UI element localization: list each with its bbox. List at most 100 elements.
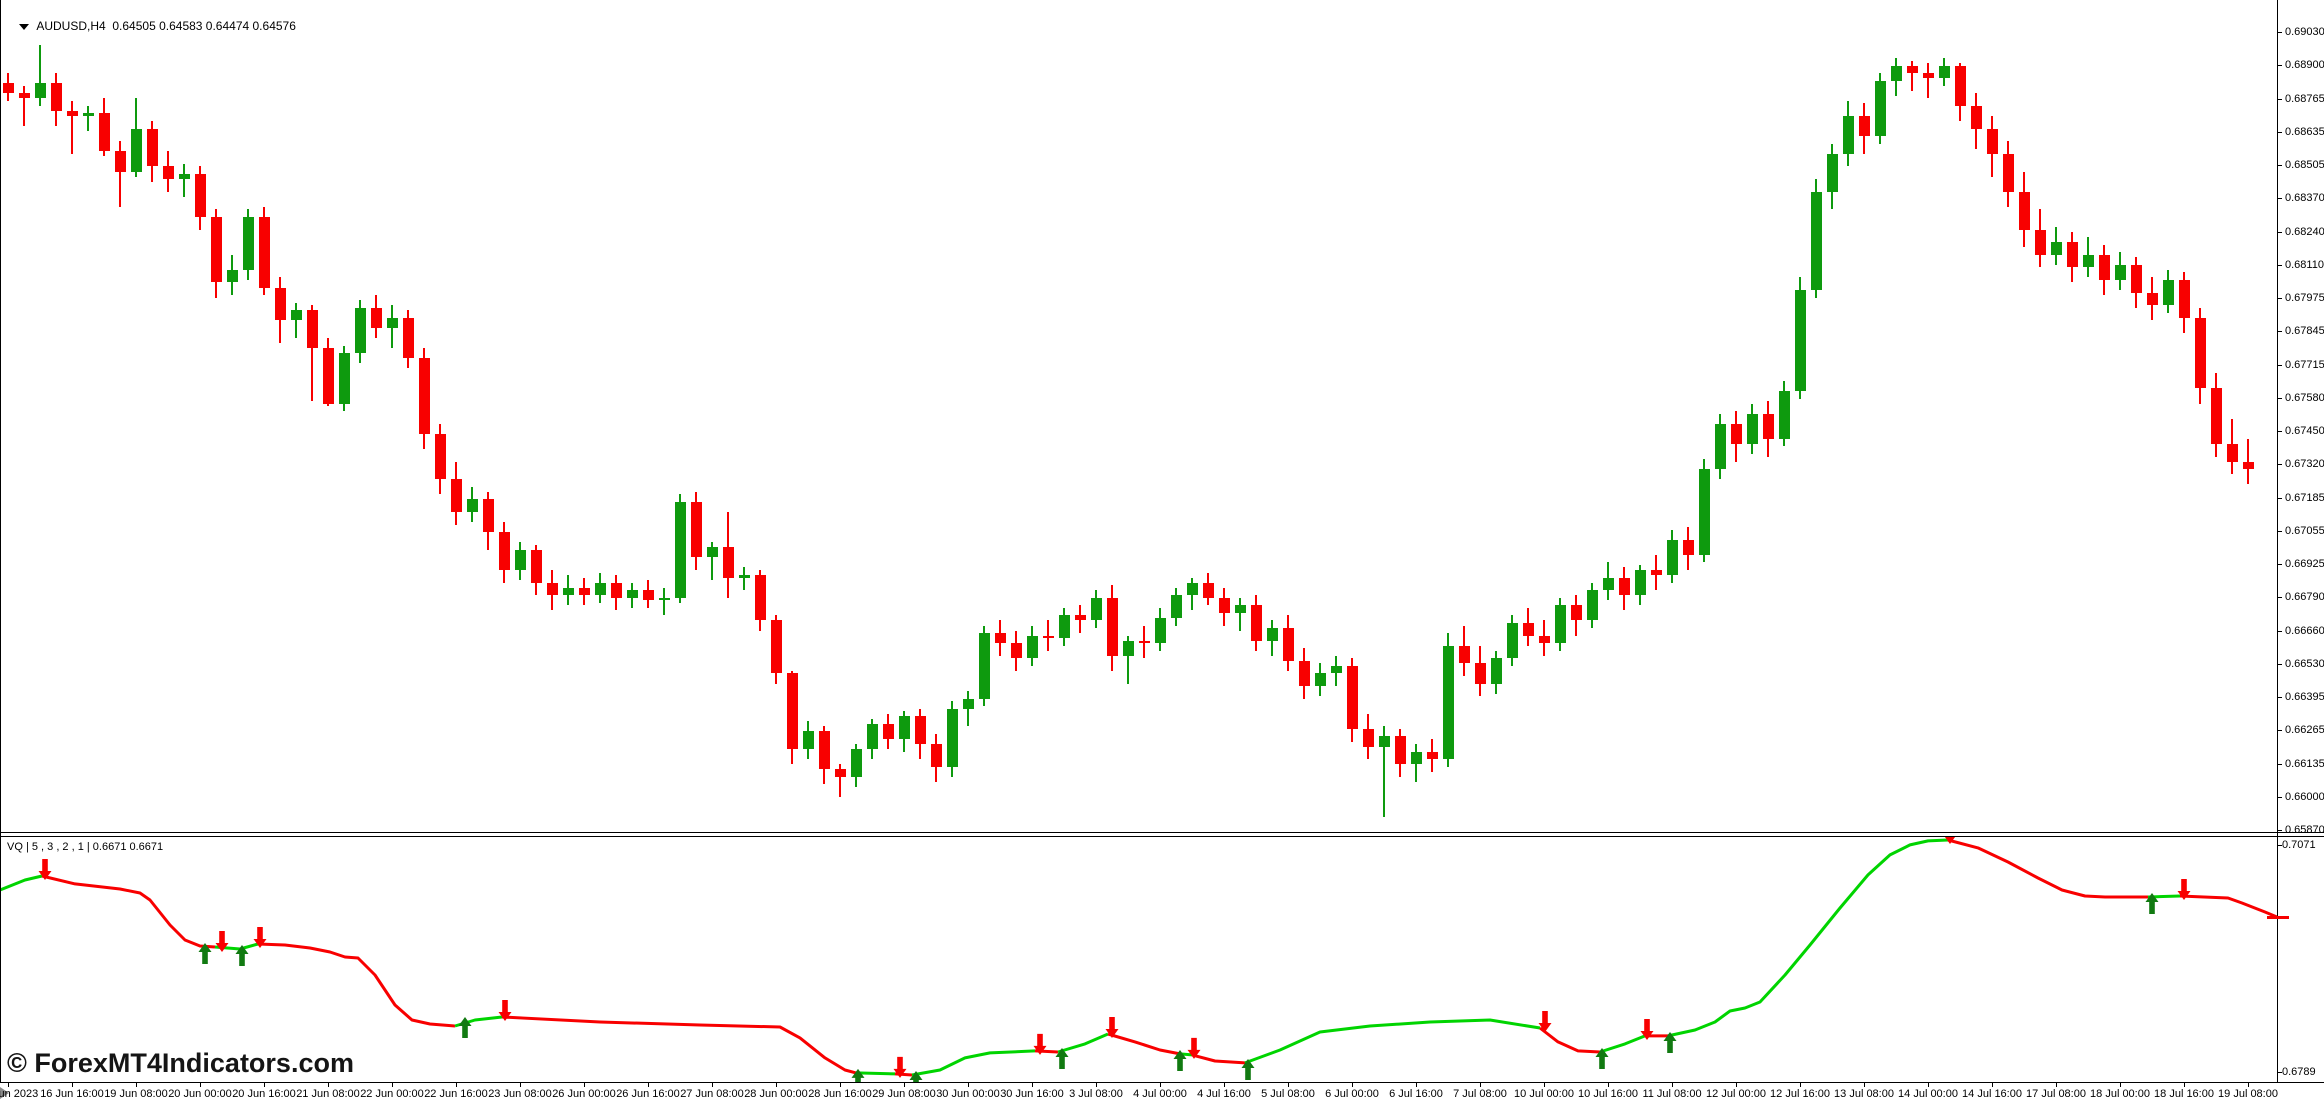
- watermark-text: © ForexMT4Indicators.com: [7, 1048, 354, 1078]
- time-axis-tick: [1992, 1082, 1993, 1087]
- bull-candle: [1123, 641, 1134, 656]
- time-axis-tick: [200, 1082, 201, 1087]
- sell-arrow-icon: [498, 999, 512, 1021]
- bull-candle: [131, 129, 142, 172]
- bear-candle: [1011, 643, 1022, 658]
- bull-candle: [515, 550, 526, 570]
- time-axis-label: 18 Jul 16:00: [2154, 1088, 2214, 1100]
- candle-wick: [1047, 620, 1049, 651]
- vq-line-segment: [1667, 838, 1949, 1038]
- bear-candle: [1539, 636, 1550, 643]
- time-axis-tick: [1160, 1082, 1161, 1087]
- price-axis-label: 0.68900: [2285, 59, 2324, 71]
- buy-arrow-icon: [1241, 1058, 1255, 1080]
- price-axis-tick: [2277, 132, 2282, 133]
- bear-candle: [771, 620, 782, 673]
- sell-arrow-icon: [253, 926, 267, 948]
- bear-candle: [1347, 666, 1358, 729]
- sell-arrow-icon: [1033, 1033, 1047, 1055]
- bull-candle: [1667, 540, 1678, 575]
- bull-candle: [1379, 736, 1390, 747]
- bull-candle: [851, 749, 862, 777]
- bull-candle: [1715, 424, 1726, 469]
- candle-wick: [119, 141, 121, 207]
- candle-wick: [311, 305, 313, 401]
- bear-candle: [99, 113, 110, 151]
- left-border: [0, 0, 1, 1082]
- candle-wick: [743, 567, 745, 590]
- vq-line-segment: [911, 1049, 1036, 1077]
- time-axis-label: 14 Jul 00:00: [1898, 1088, 1958, 1100]
- chart-title: AUDUSD,H4 0.64505 0.64583 0.64474 0.6457…: [6, 5, 296, 47]
- chevron-down-icon[interactable]: [19, 23, 30, 30]
- time-axis-label: 5 Jul 08:00: [1261, 1088, 1315, 1100]
- bear-candle: [819, 731, 830, 769]
- time-axis-label: 6 Jul 00:00: [1325, 1088, 1379, 1100]
- bear-candle: [1203, 583, 1214, 598]
- bull-candle: [707, 547, 718, 557]
- price-axis-tick: [2277, 697, 2282, 698]
- bull-candle: [1059, 615, 1070, 638]
- bear-candle: [195, 174, 206, 217]
- price-axis-label: 0.66925: [2285, 558, 2324, 570]
- time-axis-tick: [776, 1082, 777, 1087]
- vq-line-segment: [1191, 1053, 1246, 1065]
- time-axis-label: 4 Jul 00:00: [1133, 1088, 1187, 1100]
- vq-current-value-marker: [2267, 916, 2289, 919]
- bear-candle: [531, 550, 542, 583]
- bear-candle: [547, 583, 558, 595]
- bear-candle: [1987, 129, 1998, 154]
- bull-candle: [1603, 578, 1614, 590]
- price-axis-tick: [2277, 99, 2282, 100]
- vq-line-segment: [41, 874, 216, 949]
- price-axis-tick: [2277, 165, 2282, 166]
- bear-candle: [115, 151, 126, 172]
- indicator-axis-label: 0.7071: [2282, 839, 2316, 851]
- time-axis-tick: [712, 1082, 713, 1087]
- candle-wick: [1383, 726, 1385, 817]
- bull-candle: [1443, 646, 1454, 759]
- vq-indicator-label: VQ | 5 , 3 , 2 , 1 | 0.6671 0.6671: [7, 841, 164, 853]
- bull-candle: [1875, 81, 1886, 136]
- bear-candle: [835, 769, 846, 777]
- bear-candle: [1395, 736, 1406, 764]
- sell-arrow-icon: [215, 930, 229, 952]
- candle-wick: [23, 86, 25, 126]
- time-axis-label: 19 Jun 08:00: [104, 1088, 168, 1100]
- buy-arrow-icon: [458, 1016, 472, 1038]
- time-axis-tick: [2120, 1082, 2121, 1087]
- bull-candle: [291, 310, 302, 320]
- time-axis-label: 28 Jun 00:00: [744, 1088, 808, 1100]
- time-axis-label: 21 Jun 08:00: [296, 1088, 360, 1100]
- bull-candle: [227, 270, 238, 282]
- bear-candle: [1651, 570, 1662, 575]
- bear-candle: [1971, 106, 1982, 129]
- bear-candle: [371, 308, 382, 328]
- price-axis-label: 0.65870: [2285, 824, 2324, 836]
- bull-candle: [1811, 192, 1822, 290]
- bear-candle: [1955, 66, 1966, 106]
- bear-candle: [2099, 255, 2110, 280]
- sell-arrow-icon: [893, 1056, 907, 1078]
- bear-candle: [787, 673, 798, 749]
- time-axis-tick: [328, 1082, 329, 1087]
- price-axis-label: 0.66530: [2285, 658, 2324, 670]
- bull-candle: [1507, 623, 1518, 658]
- pane-separator-top: [0, 832, 2324, 833]
- bull-candle: [1027, 636, 1038, 658]
- bull-candle: [659, 598, 670, 600]
- bull-candle: [355, 308, 366, 353]
- time-axis-label: 16 Jun 16:00: [40, 1088, 104, 1100]
- time-axis-tick: [1032, 1082, 1033, 1087]
- price-axis-tick: [2277, 498, 2282, 499]
- price-axis-label: 0.67975: [2285, 292, 2324, 304]
- price-axis-label: 0.68240: [2285, 226, 2324, 238]
- bear-candle: [419, 358, 430, 434]
- price-axis-tick: [2277, 830, 2282, 831]
- vq-line-segment: [1057, 1032, 1109, 1054]
- price-axis-label: 0.66660: [2285, 625, 2324, 637]
- bear-candle: [1107, 598, 1118, 656]
- vq-indicator-pane[interactable]: [0, 836, 2277, 1082]
- time-axis-tick: [2184, 1082, 2185, 1087]
- main-chart-pane[interactable]: [0, 0, 2277, 832]
